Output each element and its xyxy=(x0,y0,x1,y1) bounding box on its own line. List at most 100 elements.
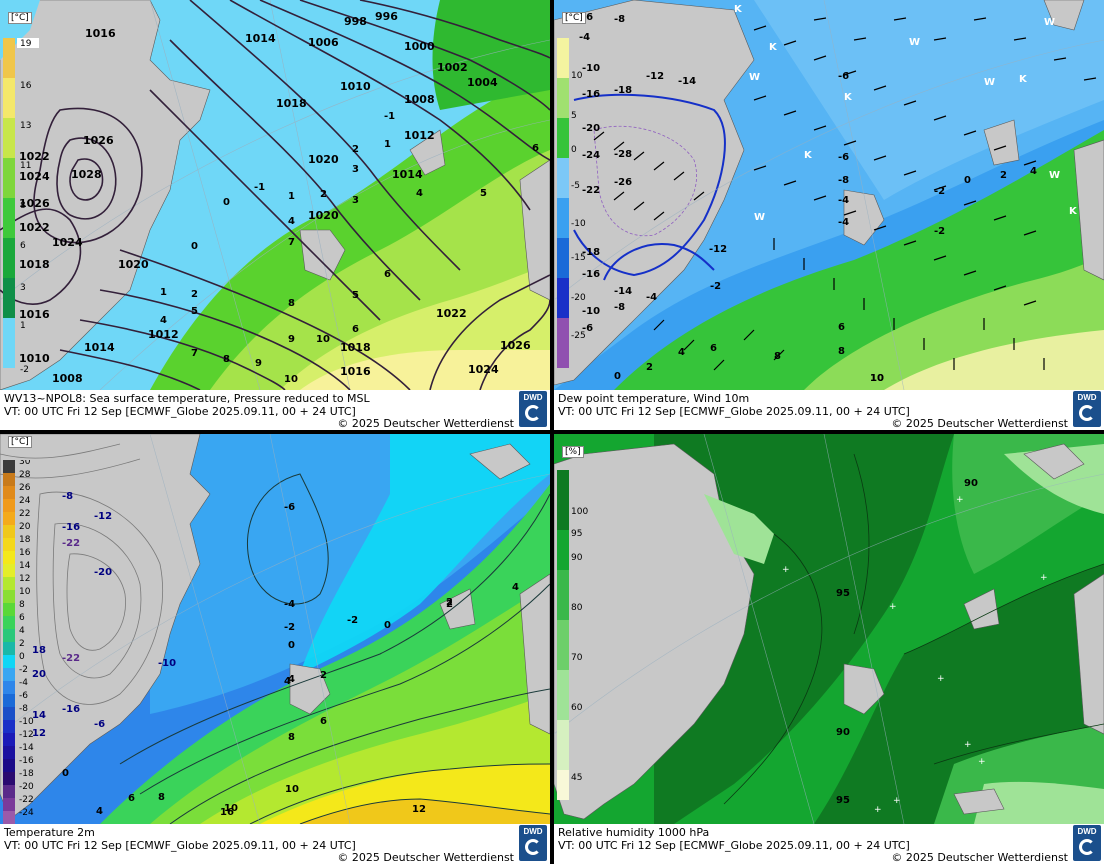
t2m-footer: Temperature 2m VT: 00 UTC Fri 12 Sep [EC… xyxy=(0,824,550,864)
wind-symbol: W xyxy=(749,72,760,83)
t2m-label: 14 xyxy=(32,710,46,721)
dwd-logo-text: DWD xyxy=(523,393,543,402)
sst-scale-label: 6 xyxy=(20,241,26,251)
dewpoint-color-scale: 10 5 0 -5 -10 -15 -20 -25 xyxy=(557,38,586,368)
svg-text:+: + xyxy=(874,805,882,815)
t2m-label: -22 xyxy=(62,538,80,549)
dwd-logo-text: DWD xyxy=(523,827,543,836)
rh-scale-label: 100 xyxy=(571,507,588,517)
t2m-label: 10 xyxy=(224,803,238,814)
t2m-label: -6 xyxy=(284,502,295,513)
svg-text:+: + xyxy=(978,757,986,767)
dewpoint-label: -8 xyxy=(838,175,849,186)
dewpoint-scale-unit: [°C] xyxy=(562,12,586,24)
t2m-label: 4 xyxy=(288,674,295,685)
t2m-scale-unit: [°C] xyxy=(8,436,32,448)
dewpoint-label: -6 xyxy=(582,12,593,23)
svg-text:+: + xyxy=(893,796,901,806)
dewpoint-label: -4 xyxy=(838,217,849,228)
rh-label: 90 xyxy=(836,727,850,738)
dewpoint-label: -6 xyxy=(838,71,849,82)
t2m-label: -10 xyxy=(158,658,176,669)
dewpoint-scale-label: 0 xyxy=(571,145,577,155)
valid-time: VT: 00 UTC Fri 12 Sep [ECMWF_Globe 2025.… xyxy=(4,839,356,852)
panel-temperature-2m: -8 -12 -16 -22 -20 -22 -16 -10 -6 -4 -2 … xyxy=(0,434,550,864)
sst-label: 9 xyxy=(255,358,262,369)
isobar-label: 1018 xyxy=(19,258,50,271)
t2m-scale-label: -22 xyxy=(19,795,34,805)
sst-color-scale: 19 16 13 11 8 6 3 1 -2 xyxy=(3,38,39,375)
dewpoint-label: -6 xyxy=(838,152,849,163)
svg-text:+: + xyxy=(889,602,897,612)
copyright: © 2025 Deutscher Wetterdienst xyxy=(337,851,514,864)
t2m-label: -16 xyxy=(62,522,80,533)
dewpoint-label: -20 xyxy=(582,123,600,134)
t2m-scale-label: -2 xyxy=(19,665,28,675)
dewpoint-label: -4 xyxy=(579,32,590,43)
wind-symbol: K xyxy=(1069,206,1078,217)
t2m-scale-label: -6 xyxy=(19,691,28,701)
dewpoint-label: 10 xyxy=(870,373,884,384)
t2m-scale-label: 12 xyxy=(19,574,30,584)
t2m-scale-label: 16 xyxy=(19,548,31,558)
rh-map-svg: + + + + + + + + + 90 95 90 95 xyxy=(554,434,1104,824)
sst-label: 6 xyxy=(532,143,539,154)
wind-symbol: K xyxy=(844,92,853,103)
dewpoint-scale-label: -25 xyxy=(571,331,586,341)
dewpoint-label: -12 xyxy=(709,244,727,255)
dewpoint-label: 2 xyxy=(646,362,653,373)
wind-symbol: W xyxy=(909,37,920,48)
dewpoint-label: -16 xyxy=(582,89,600,100)
dewpoint-label: -14 xyxy=(614,286,632,297)
sst-label: 2 xyxy=(191,289,198,300)
isobar-label: 1004 xyxy=(467,76,498,89)
isobar-label: 1026 xyxy=(500,339,531,352)
dewpoint-scale-label: -15 xyxy=(571,253,586,263)
isobar-label: 1020 xyxy=(118,258,149,271)
dewpoint-scale-label: -10 xyxy=(571,219,586,229)
sst-label: 6 xyxy=(352,324,359,335)
dewpoint-label: -2 xyxy=(710,281,721,292)
valid-time: VT: 00 UTC Fri 12 Sep [ECMWF_Globe 2025.… xyxy=(4,405,356,418)
isobar-label: 1014 xyxy=(84,341,115,354)
rh-scale-label: 45 xyxy=(571,773,582,783)
isobar-label: 1008 xyxy=(52,372,83,385)
sst-scale-label: 11 xyxy=(20,161,31,171)
dewpoint-label: 8 xyxy=(774,351,781,362)
copyright: © 2025 Deutscher Wetterdienst xyxy=(337,417,514,430)
dewpoint-label: -12 xyxy=(646,71,664,82)
rh-scale-label: 80 xyxy=(571,603,583,613)
isobar-label: 1026 xyxy=(19,197,50,210)
t2m-scale-label: 6 xyxy=(19,613,25,623)
t2m-label: -8 xyxy=(62,491,73,502)
panel-dewpoint-wind: -6 -8 -4 -10 -12 -14 -16 -18 -20 -24 -28… xyxy=(554,0,1104,430)
sst-label: 2 xyxy=(352,144,359,155)
panel-relative-humidity: + + + + + + + + + 90 95 90 95 100 95 90 xyxy=(554,434,1104,864)
dwd-logo-text: DWD xyxy=(1077,393,1097,402)
t2m-label: 6 xyxy=(128,793,135,804)
t2m-label: -6 xyxy=(94,719,105,730)
t2m-label: 0 xyxy=(384,620,391,631)
sst-label: 3 xyxy=(352,164,359,175)
t2m-scale-label: 20 xyxy=(19,522,31,532)
rh-map: + + + + + + + + + 90 95 90 95 100 95 90 xyxy=(554,434,1104,824)
isobar-label: 1024 xyxy=(52,236,83,249)
isobar-label: 1016 xyxy=(19,308,50,321)
t2m-scale-label: 2 xyxy=(19,639,25,649)
t2m-label: 2 xyxy=(446,599,453,610)
sst-label: 1 xyxy=(288,191,295,202)
isobar-label: 1020 xyxy=(308,153,339,166)
t2m-label: 8 xyxy=(158,792,165,803)
sst-scale-label: 16 xyxy=(20,81,32,91)
isobar-label: 1026 xyxy=(83,134,114,147)
t2m-label: 2 xyxy=(320,670,327,681)
isobar-label: 1010 xyxy=(340,80,371,93)
dewpoint-label: -24 xyxy=(582,150,600,161)
t2m-label: 2 xyxy=(446,597,453,608)
dewpoint-map-svg: -6 -8 -4 -10 -12 -14 -16 -18 -20 -24 -28… xyxy=(554,0,1104,390)
wind-symbol: K xyxy=(734,4,743,15)
dewpoint-label: -22 xyxy=(582,185,600,196)
isobar-label: 1014 xyxy=(392,168,423,181)
dewpoint-label: -10 xyxy=(582,306,600,317)
sst-label: 0 xyxy=(191,241,198,252)
